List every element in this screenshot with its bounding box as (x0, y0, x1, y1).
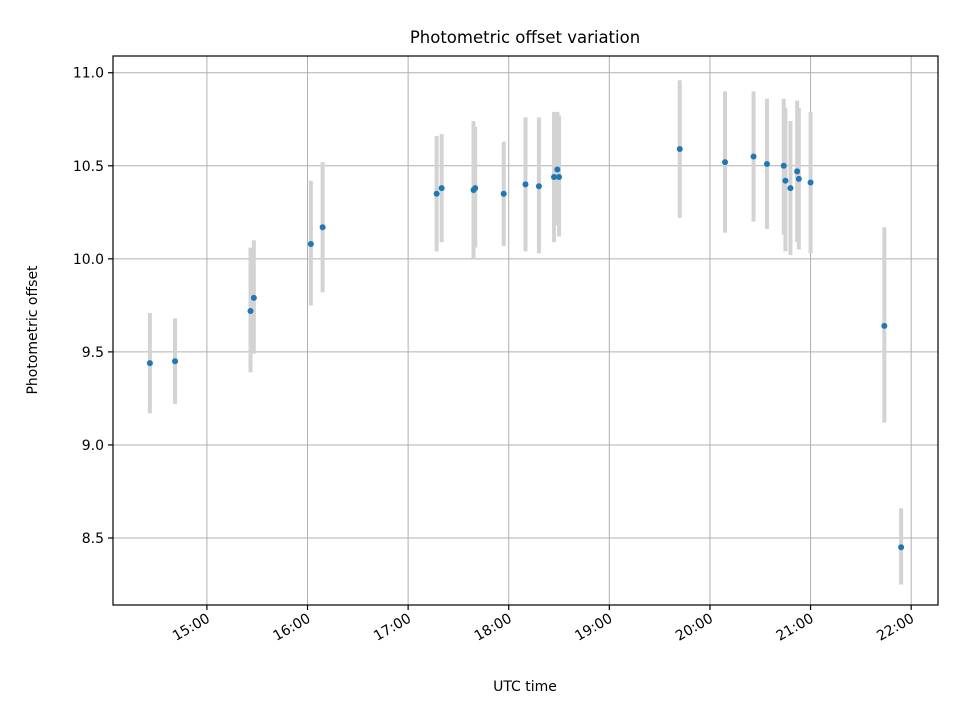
x-tick-label: 22:00 (874, 611, 917, 645)
data-point (556, 173, 563, 180)
x-tick-label: 20:00 (673, 611, 716, 645)
data-point (807, 179, 814, 186)
data-point (472, 185, 479, 192)
x-tick-label: 21:00 (774, 611, 817, 645)
x-tick-label: 16:00 (271, 611, 314, 645)
data-point (750, 153, 757, 160)
data-point (433, 190, 440, 197)
data-point (554, 166, 561, 173)
y-axis-label: Photometric offset (25, 265, 41, 395)
x-tick-label: 19:00 (572, 611, 615, 645)
data-point (676, 146, 683, 153)
data-point (247, 307, 254, 314)
data-point (780, 162, 787, 169)
chart-title: Photometric offset variation (410, 28, 640, 47)
data-point (794, 168, 801, 175)
data-point (763, 160, 770, 167)
x-tick-label: 15:00 (170, 611, 213, 645)
data-point (522, 181, 529, 188)
data-point (172, 358, 179, 365)
data-point (250, 294, 257, 301)
x-axis-label: UTC time (493, 679, 557, 695)
data-point (881, 322, 888, 329)
y-tick-label: 9.5 (82, 345, 104, 361)
data-point (307, 240, 314, 247)
data-point (795, 175, 802, 182)
data-point (500, 190, 507, 197)
plot-frame (112, 55, 939, 606)
x-tick-label: 17:00 (371, 611, 414, 645)
data-point (898, 544, 905, 551)
error-bars (147, 80, 904, 585)
data-point (319, 224, 326, 231)
data-point (535, 183, 542, 190)
y-tick-label: 10.0 (73, 252, 104, 268)
y-tick-label: 8.5 (82, 531, 104, 547)
data-point (551, 173, 558, 180)
data-point (146, 360, 153, 367)
data-point (782, 177, 789, 184)
y-tick-label: 9.0 (82, 438, 104, 454)
data-points (146, 146, 905, 551)
x-tick-label: 18:00 (472, 611, 515, 645)
data-point (787, 185, 794, 192)
data-point (722, 159, 729, 166)
y-tick-label: 11.0 (73, 66, 104, 82)
y-tick-label: 10.5 (73, 159, 104, 175)
data-point (438, 185, 445, 192)
